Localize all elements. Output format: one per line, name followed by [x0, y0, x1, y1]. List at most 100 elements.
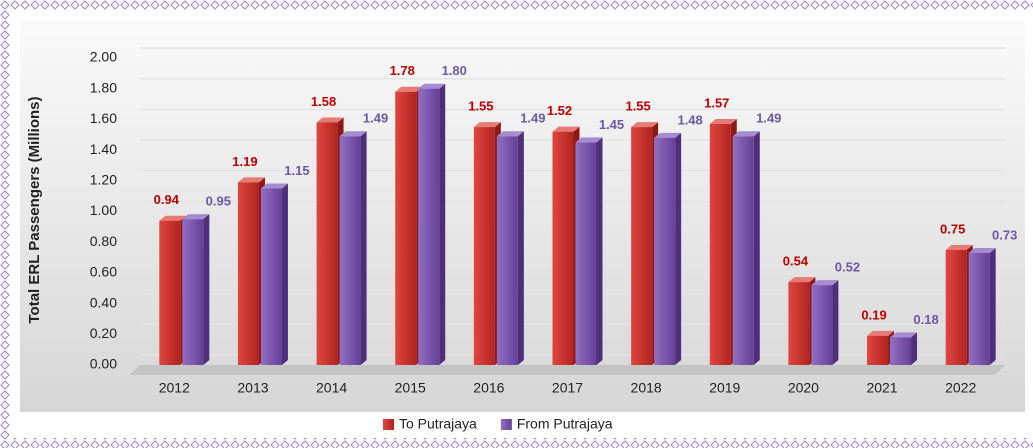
bar-top	[182, 214, 210, 220]
y-tick-label: 0.60	[90, 264, 117, 280]
value-label: 1.49	[520, 111, 545, 126]
bar	[395, 91, 417, 366]
bar	[182, 219, 204, 365]
value-label: 1.80	[442, 63, 467, 78]
y-tick-label: 0.20	[90, 325, 117, 341]
bar-side	[439, 83, 446, 365]
y-axis-label: Total ERL Passengers (Millions)	[26, 97, 43, 324]
value-label: 0.75	[940, 221, 965, 236]
bar	[552, 131, 574, 365]
bar	[788, 282, 810, 365]
x-tick-label: 2014	[316, 380, 347, 396]
bar	[237, 182, 259, 365]
value-label: 1.45	[599, 117, 624, 132]
bar	[473, 127, 495, 365]
bar-side	[989, 247, 996, 365]
value-label: 1.49	[756, 111, 781, 126]
value-label: 0.52	[835, 260, 860, 275]
bar-side	[832, 280, 839, 365]
bar	[575, 142, 597, 365]
value-label: 1.19	[232, 154, 257, 169]
legend-label: From Putrajaya	[517, 416, 613, 432]
bar-top	[418, 83, 446, 89]
legend-swatch	[500, 419, 512, 430]
bar-top	[473, 122, 501, 128]
bar-top	[159, 215, 187, 221]
bar	[709, 124, 731, 365]
bar-side	[753, 131, 760, 365]
bar	[418, 88, 440, 365]
bar-top	[316, 117, 344, 123]
y-tick-label: 2.00	[90, 49, 117, 65]
value-label: 1.58	[311, 94, 336, 109]
floor	[130, 365, 1005, 375]
bar	[159, 220, 181, 365]
bar-top	[496, 131, 524, 137]
bar-top	[552, 126, 580, 132]
bar	[260, 188, 282, 365]
y-tick-label: 1.40	[90, 141, 117, 157]
bar	[867, 335, 889, 365]
value-label: 0.19	[861, 307, 886, 322]
value-label: 1.55	[625, 99, 650, 114]
x-tick-label: 2018	[631, 380, 662, 396]
bar-top	[890, 332, 918, 338]
value-label: 0.73	[992, 227, 1017, 242]
value-label: 0.95	[206, 194, 231, 209]
bar	[811, 285, 833, 365]
legend-label: To Putrajaya	[399, 416, 477, 432]
x-tick-label: 2016	[473, 380, 504, 396]
bar-top	[575, 137, 603, 143]
bar-top	[237, 177, 265, 183]
bar-side	[360, 131, 367, 365]
bar-top	[811, 280, 839, 286]
bar-top	[260, 183, 288, 189]
x-tick-label: 2021	[866, 380, 897, 396]
bar	[890, 337, 912, 365]
bar	[968, 252, 990, 365]
x-tick-label: 2015	[395, 380, 426, 396]
y-tick-label: 0.80	[90, 233, 117, 249]
bar-top	[732, 131, 760, 137]
x-tick-label: 2012	[159, 380, 190, 396]
bar-side	[281, 183, 288, 365]
bar	[316, 122, 338, 365]
bar	[654, 137, 676, 365]
legend-swatch	[383, 419, 394, 430]
bar-top	[339, 131, 367, 137]
value-label: 1.49	[363, 111, 388, 126]
bar-top	[867, 330, 895, 336]
bar-top	[631, 122, 659, 128]
value-label: 0.18	[913, 312, 938, 327]
bar	[945, 249, 967, 365]
bar-top	[788, 277, 816, 283]
value-label: 1.48	[677, 112, 702, 127]
bar-side	[517, 131, 524, 365]
bar-top	[945, 244, 973, 250]
value-label: 1.52	[547, 103, 572, 118]
x-tick-label: 2022	[945, 380, 976, 396]
y-tick-label: 1.60	[90, 110, 117, 126]
y-tick-label: 0.40	[90, 294, 117, 310]
y-tick-label: 1.20	[90, 172, 117, 188]
bar-top	[709, 119, 737, 125]
value-label: 1.55	[468, 99, 493, 114]
bar-top	[654, 132, 682, 138]
bar-side	[675, 132, 682, 365]
x-tick-label: 2013	[237, 380, 268, 396]
bar-side	[203, 214, 210, 365]
value-label: 1.57	[704, 95, 729, 110]
x-tick-label: 2019	[709, 380, 740, 396]
bar	[631, 127, 653, 365]
bar	[732, 136, 754, 365]
value-label: 1.78	[390, 63, 415, 78]
bar-top	[968, 247, 996, 253]
x-tick-label: 2017	[552, 380, 583, 396]
value-label: 1.15	[284, 163, 309, 178]
x-tick-label: 2020	[788, 380, 819, 396]
bar	[496, 136, 518, 365]
value-label: 0.94	[154, 192, 180, 207]
bar-top	[395, 86, 423, 92]
bar-side	[911, 332, 918, 365]
